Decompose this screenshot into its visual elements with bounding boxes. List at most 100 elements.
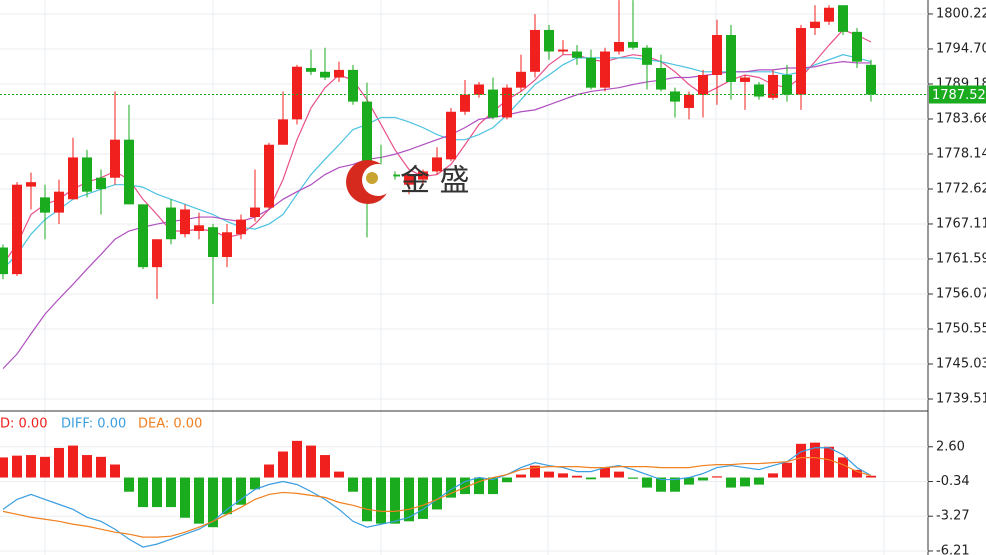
candle-body (236, 219, 246, 235)
candle-body (516, 71, 526, 88)
candle-body (278, 119, 288, 145)
histogram-bar (810, 442, 820, 478)
histogram-bar (40, 456, 50, 478)
histogram-bar (642, 477, 652, 488)
candle-body (740, 77, 750, 82)
candle-body (82, 157, 92, 192)
y-tick-label: 1745.03 (936, 357, 986, 372)
y-tick-label: 1750.55 (936, 322, 986, 337)
histogram-bar (600, 467, 610, 478)
candle-body (712, 35, 722, 75)
candle-body (698, 74, 708, 95)
histogram-bar (866, 475, 876, 478)
legend-entry: DIFF: 0.00 (61, 417, 126, 432)
candle-body (614, 41, 624, 52)
candle-body (68, 157, 78, 200)
histogram-bar (404, 477, 414, 522)
histogram-bar (376, 477, 386, 524)
candle-body (96, 177, 106, 190)
candle-body (390, 174, 400, 177)
histogram-bar (320, 455, 330, 478)
histogram-bar (334, 471, 344, 478)
histogram-bar (768, 473, 778, 478)
candle-body (26, 182, 36, 187)
histogram-bar (180, 477, 190, 518)
y-tick-label: -0.34 (936, 474, 970, 489)
histogram-bar (488, 477, 498, 495)
candle-body (670, 91, 680, 102)
candle-body (12, 184, 22, 275)
histogram-bar (222, 477, 232, 515)
candle-body (0, 247, 8, 275)
logo-ball (366, 172, 378, 184)
histogram-bar (852, 469, 862, 478)
candle-body (684, 94, 694, 108)
histogram-bar (194, 477, 204, 524)
histogram-bar (264, 464, 274, 478)
candle-body (782, 74, 792, 95)
current-price-label: 1787.52 (932, 88, 986, 103)
y-tick-label: 1767.11 (936, 216, 986, 231)
y-tick-label: 2.60 (936, 439, 965, 454)
candle-body (362, 101, 372, 175)
histogram-bar (432, 477, 442, 510)
y-tick-label: 1800.22 (936, 6, 986, 21)
histogram-bar (96, 456, 106, 478)
histogram-bar (250, 477, 260, 490)
y-tick-label: 1772.62 (936, 182, 986, 197)
histogram-bar (670, 477, 680, 492)
histogram-bar (516, 474, 526, 478)
watermark: 金 盛 (346, 160, 470, 204)
candle-body (334, 69, 344, 78)
histogram-bar (110, 464, 120, 478)
histogram-bar (474, 477, 484, 495)
candle-body (642, 47, 652, 65)
candle-body (180, 209, 190, 235)
candle-body (124, 139, 134, 205)
current-price-box (929, 85, 986, 104)
histogram-bar (292, 440, 302, 478)
candle-body (208, 227, 218, 258)
histogram-bar (236, 477, 246, 505)
candle-body (404, 174, 414, 185)
candle-body (320, 71, 330, 78)
candle-body (754, 84, 764, 97)
candle-body (530, 29, 540, 72)
histogram-bar (628, 477, 638, 479)
histogram-bar (26, 455, 36, 478)
candle-body (628, 41, 638, 48)
histogram-bar (208, 477, 218, 528)
histogram-bar (684, 477, 694, 485)
y-tick-label: 1778.14 (936, 147, 986, 162)
candle-body (572, 51, 582, 58)
legend-entry: D: 0.00 (0, 417, 47, 432)
ma-line (2, 61, 871, 370)
candle-body (866, 64, 876, 95)
histogram-bar (614, 471, 624, 478)
histogram-bar (0, 457, 8, 478)
legend-entry: DEA: 0.00 (138, 417, 202, 432)
histogram-bar (754, 477, 764, 485)
candle-body (586, 57, 596, 88)
histogram-bar (558, 473, 568, 478)
y-tick-label: 1756.07 (936, 286, 986, 301)
logo-cut (362, 164, 394, 196)
candle-body (558, 49, 568, 52)
histogram-bar (446, 477, 456, 498)
histogram-bar (278, 451, 288, 478)
histogram-bar (390, 477, 400, 524)
histogram-bar (782, 462, 792, 478)
y-tick-label: 1794.70 (936, 41, 986, 56)
candle-body (796, 28, 806, 95)
watermark-text: 金 盛 (400, 164, 470, 199)
candle-body (838, 5, 848, 32)
candle-body (152, 239, 162, 268)
y-tick-label: 1761.59 (936, 251, 986, 266)
candle-body (138, 204, 148, 268)
candle-body (110, 139, 120, 178)
histogram-bar (124, 477, 134, 492)
y-tick-label: 1739.51 (936, 392, 986, 407)
candle-body (250, 207, 260, 218)
candle-body (264, 144, 274, 208)
